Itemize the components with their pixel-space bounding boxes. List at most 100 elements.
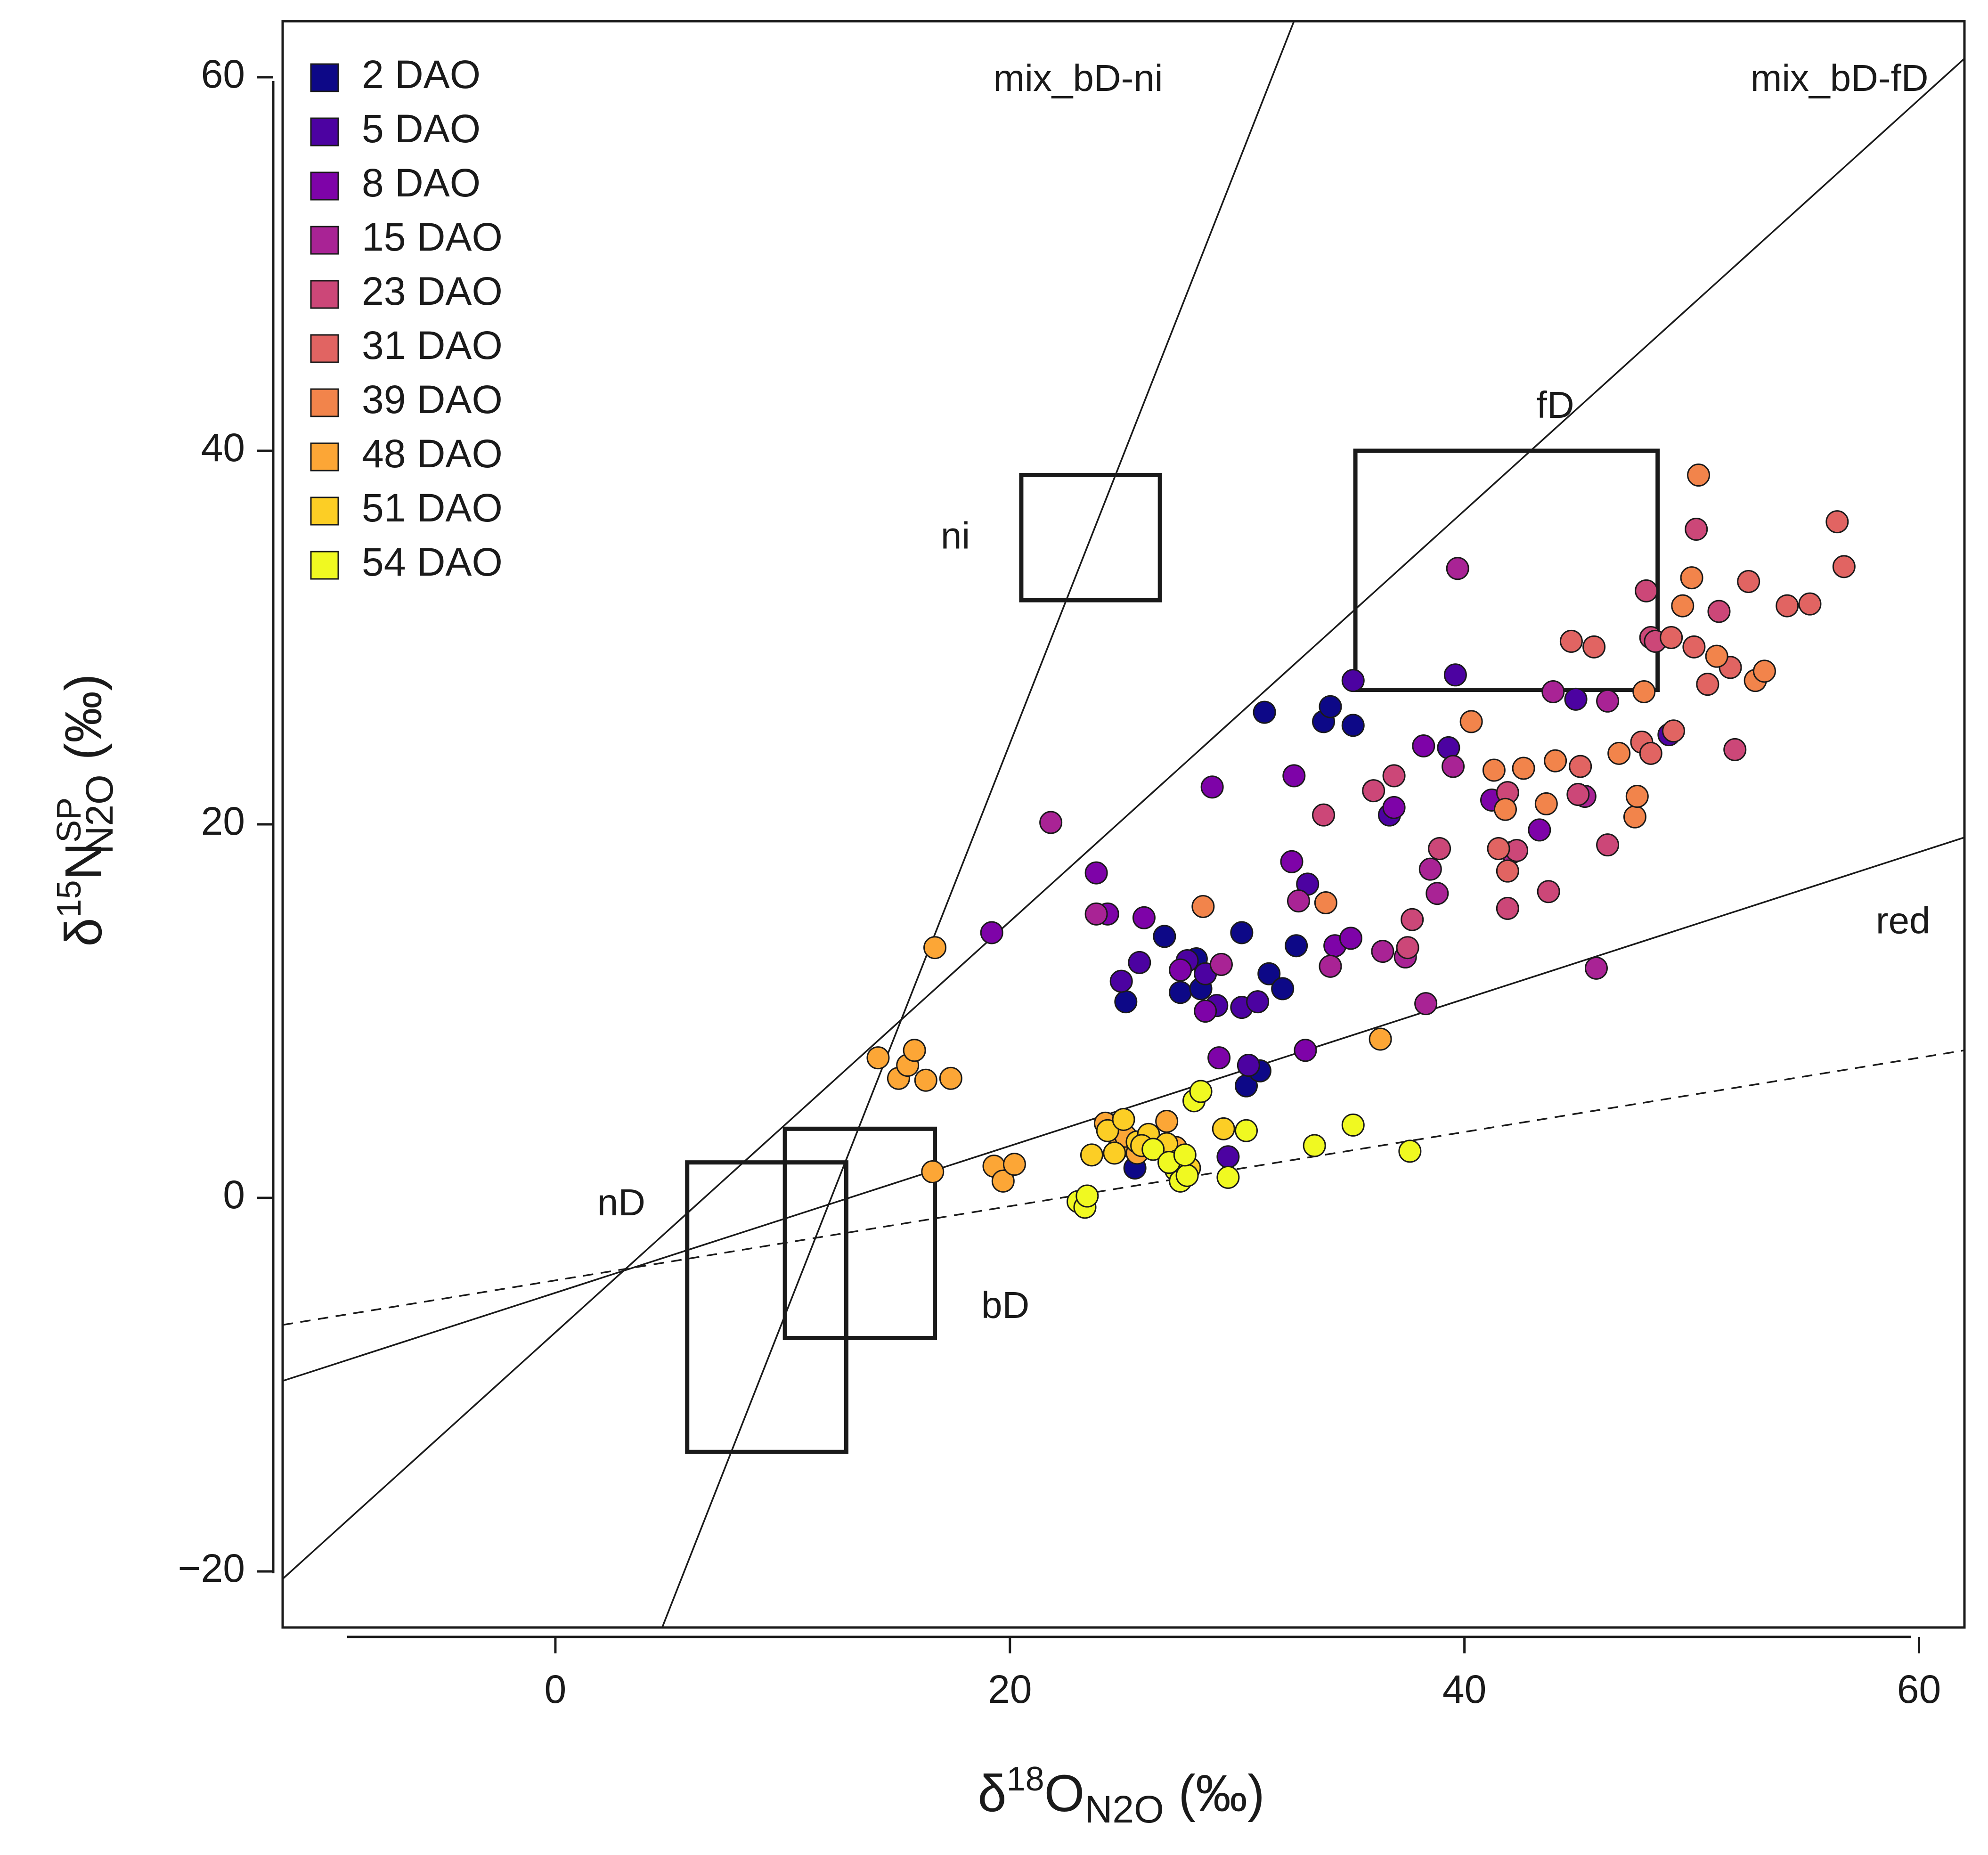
data-point [1623, 805, 1646, 829]
data-point [1039, 811, 1063, 834]
data-point [1209, 952, 1233, 976]
data-point [1798, 592, 1822, 616]
data-point [1537, 880, 1560, 903]
line-mix-bd-ni [661, 21, 1295, 1627]
legend-label: 5 DAO [362, 106, 481, 151]
data-point [1369, 1027, 1392, 1051]
source-boxes [685, 448, 1660, 1454]
data-point [1216, 1145, 1240, 1169]
y-tick-label: 20 [201, 799, 245, 843]
data-point [1832, 555, 1856, 578]
data-point [1396, 936, 1419, 960]
data-point [1319, 695, 1342, 718]
legend-swatch [310, 496, 339, 526]
data-point [1319, 954, 1342, 978]
series-54-dao [1067, 1080, 1422, 1219]
data-point [1237, 1054, 1260, 1077]
legend-label: 54 DAO [362, 540, 503, 584]
series-2-dao [1114, 695, 1365, 1180]
annotation-red: red [1876, 899, 1931, 941]
data-point [1401, 908, 1424, 931]
data-point [914, 1068, 937, 1092]
legend-item: 31 DAO [310, 323, 503, 367]
legend-swatch [310, 226, 339, 255]
data-point [1442, 755, 1465, 778]
data-point [1569, 755, 1592, 778]
data-point [1362, 779, 1385, 803]
legend-swatch [310, 442, 339, 472]
box-nd [685, 1160, 848, 1454]
data-point [1287, 889, 1310, 913]
legend-swatch [310, 63, 339, 92]
data-point [1662, 719, 1685, 743]
data-point [1200, 775, 1224, 799]
legend-label: 39 DAO [362, 377, 503, 422]
y-tick-label: 40 [201, 425, 245, 470]
data-point [1566, 783, 1590, 806]
y-tick-label: −20 [178, 1546, 245, 1590]
x-axis: 0 20 40 60 [347, 1635, 1941, 1711]
data-point [1141, 1138, 1165, 1161]
data-point [1175, 1163, 1199, 1187]
data-point [1723, 738, 1747, 761]
data-point [1632, 680, 1656, 703]
data-point [866, 1046, 890, 1070]
data-point [1173, 1143, 1197, 1167]
data-point [1559, 629, 1583, 653]
data-point [1446, 557, 1469, 580]
data-point [1412, 734, 1435, 757]
line-red-dashed [283, 1050, 1964, 1326]
data-point [1414, 992, 1438, 1016]
y-tick-label: 60 [201, 52, 245, 96]
legend-item: 2 DAO [310, 52, 481, 97]
data-point [1207, 1046, 1231, 1070]
legend-label: 31 DAO [362, 323, 503, 367]
data-point [1696, 673, 1719, 696]
data-point [1114, 990, 1138, 1014]
data-point [1443, 663, 1467, 687]
data-point [1230, 921, 1254, 944]
y-axis: −20 0 20 40 60 [178, 52, 275, 1590]
data-point [1128, 951, 1151, 974]
annotation-bd: bD [981, 1284, 1029, 1326]
data-point [1189, 1080, 1213, 1103]
legend-item: 15 DAO [310, 215, 503, 259]
data-point [1109, 969, 1133, 993]
data-point [1660, 626, 1683, 649]
data-point [1596, 689, 1620, 713]
data-point [1312, 803, 1336, 827]
data-point [1487, 837, 1510, 861]
x-tick-label: 60 [1897, 1667, 1941, 1711]
data-point [1285, 934, 1308, 958]
line-mix-bd-fd [283, 58, 1964, 1580]
legend-item: 51 DAO [310, 486, 503, 530]
data-point [1194, 1000, 1217, 1023]
legend-label: 48 DAO [362, 431, 503, 476]
data-point [1084, 861, 1108, 885]
data-point [1685, 518, 1708, 541]
data-point [1169, 958, 1192, 982]
data-points [866, 464, 1856, 1219]
legend: 2 DAO 5 DAO 8 DAO 15 DAO 23 DAO 31 DAO 39 DAO 4… [310, 52, 503, 584]
data-point [1341, 669, 1365, 692]
annotation-fd: fD [1537, 384, 1574, 426]
annotations: mix_bD-ni mix_bD-fD fD ni red nD bD [597, 57, 1931, 1326]
annotation-ni: ni [941, 514, 970, 556]
data-point [1737, 570, 1760, 594]
data-point [1635, 579, 1658, 602]
box-ni [1019, 473, 1162, 602]
legend-label: 15 DAO [362, 215, 503, 259]
legend-label: 23 DAO [362, 269, 503, 313]
data-point [1253, 700, 1276, 724]
data-point [1080, 1143, 1103, 1167]
data-point [1103, 1141, 1126, 1165]
data-point [1371, 940, 1394, 963]
annotation-mix-bd-ni: mix_bD-ni [993, 57, 1163, 99]
data-point [1528, 818, 1551, 842]
data-point [1002, 1153, 1026, 1176]
data-point [1235, 1119, 1258, 1142]
data-point [1625, 785, 1649, 808]
legend-swatch [310, 171, 339, 201]
data-point [1382, 764, 1406, 788]
data-point [980, 921, 1003, 944]
